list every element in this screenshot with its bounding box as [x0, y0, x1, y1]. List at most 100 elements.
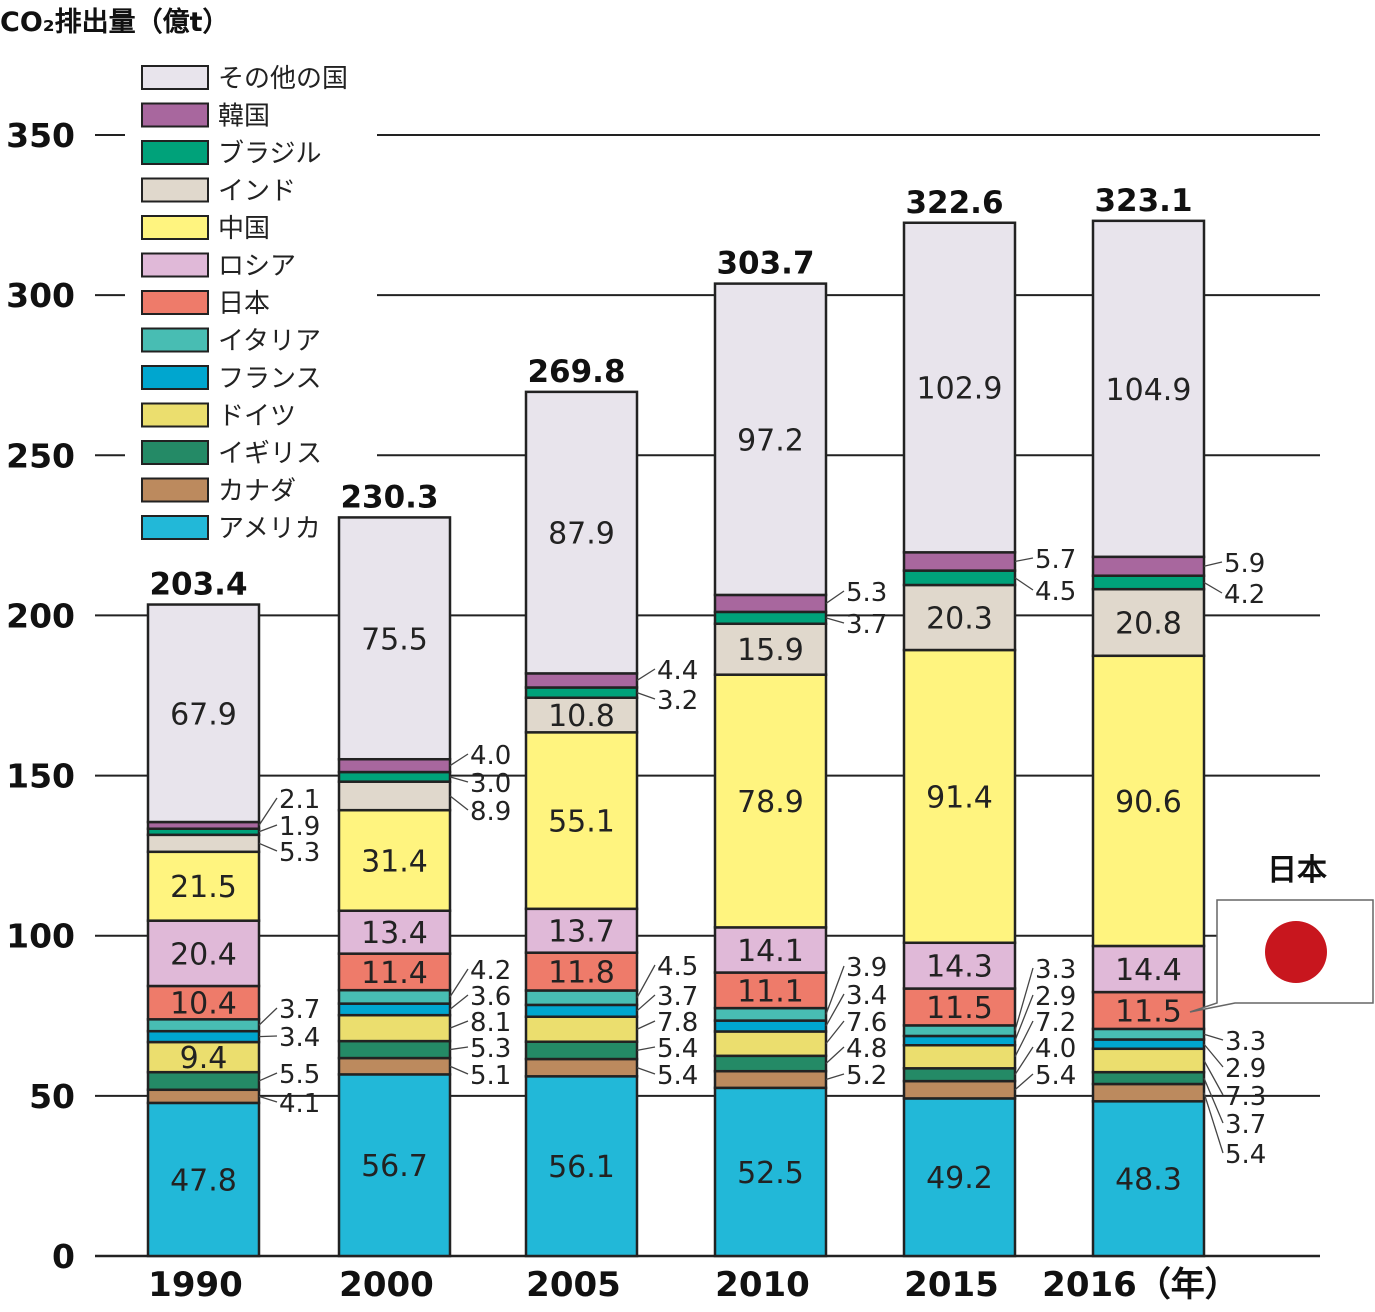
leader-line: [825, 1073, 845, 1081]
data-label: 5.3: [279, 838, 320, 868]
leader-line: [825, 617, 845, 624]
data-label: 7.2: [1035, 1008, 1076, 1038]
leader-line: [1203, 581, 1223, 594]
leader-line: [449, 968, 469, 998]
leader-line: [1014, 994, 1034, 1041]
bar-segment: [902, 569, 1017, 587]
data-label: 3.7: [279, 995, 320, 1025]
leader-line: [1203, 1077, 1224, 1124]
bar-segment: [337, 516, 452, 761]
data-label: 102.9: [917, 372, 1003, 407]
bar-segment: [713, 1054, 828, 1073]
bar-segment: [1091, 1082, 1206, 1103]
japan-flag-icon: [1265, 921, 1327, 983]
bar-segment: [524, 1040, 639, 1061]
bar-segment: [713, 593, 828, 614]
leader-line: [825, 993, 845, 1027]
legend-swatch: [141, 365, 209, 390]
bar-segment: [902, 648, 1017, 945]
data-label: 4.5: [657, 952, 698, 982]
leader-line: [825, 590, 845, 604]
data-label: 47.8: [170, 1163, 237, 1198]
legend-swatch: [141, 215, 209, 240]
bar-segment: [713, 673, 828, 929]
bar-segment: [524, 951, 639, 992]
data-label: 4.5: [1035, 577, 1076, 607]
data-label: 3.6: [470, 982, 511, 1012]
bar-segment: [146, 1040, 261, 1074]
legend-label: ドイツ: [218, 402, 296, 432]
bar-segment: [713, 1086, 828, 1258]
legend-label: 中国: [218, 214, 270, 244]
bar-segment: [337, 1073, 452, 1258]
legend-swatch: [141, 440, 209, 465]
leader-line: [1203, 1060, 1224, 1096]
data-label: 20.4: [170, 937, 237, 972]
bar-segment: [902, 987, 1017, 1027]
bar-segment: [902, 1024, 1017, 1038]
leader-line: [636, 692, 656, 700]
data-label: 3.3: [1225, 1027, 1266, 1057]
bar-segment: [337, 988, 452, 1005]
data-label: 4.8: [846, 1034, 887, 1064]
leader-line: [449, 994, 469, 1010]
leader-line: [825, 1046, 845, 1064]
bar-segment: [1091, 555, 1206, 577]
bar-segment: [146, 984, 261, 1021]
data-label: 8.9: [470, 797, 511, 827]
bar-segment: [1091, 1070, 1206, 1086]
data-label: 87.9: [548, 517, 615, 552]
leader-line: [825, 965, 845, 1015]
bar-segment: [1091, 1038, 1206, 1051]
bar-segment: [337, 757, 452, 774]
legend-swatch: [141, 402, 209, 428]
leader-line: [258, 1095, 278, 1103]
bar-segment: [902, 1044, 1017, 1070]
data-label: 5.4: [657, 1061, 698, 1091]
data-label: 97.2: [737, 423, 804, 458]
bar-segment: [713, 1069, 828, 1090]
legend-swatch: [141, 177, 209, 203]
data-label: 67.9: [170, 697, 237, 732]
data-label: 11.1: [737, 974, 804, 1009]
data-label: 56.7: [361, 1149, 428, 1184]
data-label: 90.6: [1115, 785, 1182, 820]
data-label: 3.3: [1035, 955, 1076, 985]
leader-line: [636, 1067, 656, 1075]
leader-line: [1203, 1033, 1224, 1041]
legend-label: 日本: [218, 289, 270, 319]
leader-line: [258, 1072, 278, 1082]
bar-segment: [524, 390, 639, 675]
x-tick-label: 2016（年）: [1042, 1265, 1239, 1305]
data-label: 14.3: [926, 950, 993, 985]
x-tick-label: 2000: [339, 1265, 434, 1305]
bar-segment: [337, 780, 452, 812]
data-label: 104.9: [1106, 373, 1192, 408]
legend-label: アメリカ: [218, 514, 321, 544]
data-label: 14.4: [1115, 953, 1182, 988]
total-label: 303.7: [716, 246, 814, 282]
data-label: 8.1: [470, 1008, 511, 1038]
data-label: 78.9: [737, 785, 804, 820]
bar-segment: [524, 1003, 639, 1018]
bar-segment: [1091, 574, 1206, 591]
data-label: 2.1: [279, 785, 320, 815]
leader-line: [449, 795, 469, 811]
leader-line: [258, 1007, 278, 1026]
leader-line: [1014, 1073, 1034, 1091]
y-tick-label: 200: [6, 596, 75, 635]
bar-segment: [524, 686, 639, 699]
bar-segment: [524, 731, 639, 911]
data-label: 3.0: [470, 769, 511, 799]
leader-line: [449, 1020, 469, 1029]
data-label: 3.4: [846, 981, 887, 1011]
data-label: 11.5: [926, 991, 993, 1026]
data-label: 13.4: [361, 916, 428, 951]
data-label: 5.5: [279, 1060, 320, 1090]
data-label: 4.2: [470, 956, 511, 986]
data-label: 4.0: [470, 741, 511, 771]
leader-line: [636, 964, 656, 999]
bar-segment: [337, 770, 452, 783]
legend-label: ブラジル: [218, 139, 321, 169]
leader-line: [258, 1035, 278, 1038]
